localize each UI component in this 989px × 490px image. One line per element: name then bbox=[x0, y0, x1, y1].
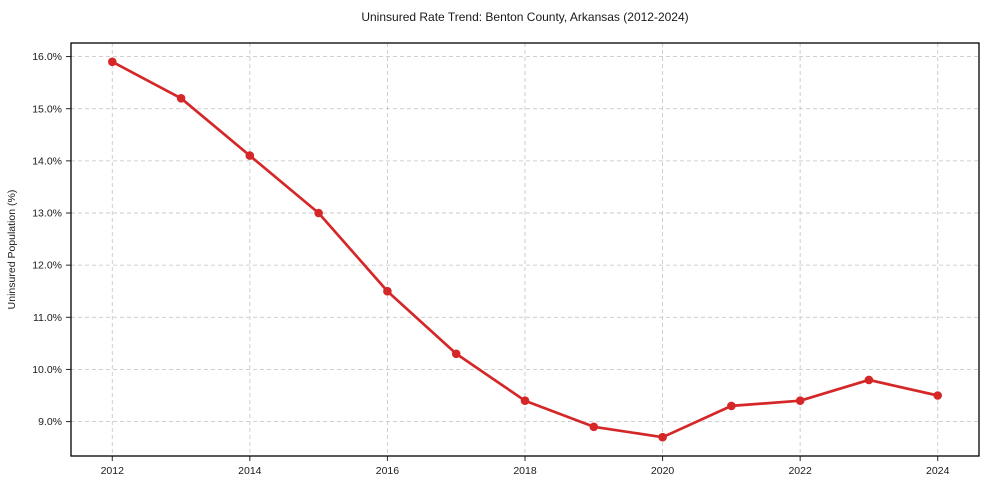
x-tick-label: 2014 bbox=[238, 465, 262, 477]
data-point-2020 bbox=[658, 432, 667, 442]
data-point-2024 bbox=[933, 391, 942, 400]
x-tick-label: 2018 bbox=[513, 465, 537, 477]
gridlines bbox=[71, 43, 979, 456]
data-point-2018 bbox=[520, 396, 530, 406]
y-tick-label: 14.0% bbox=[32, 155, 62, 167]
data-point-2012 bbox=[108, 57, 117, 67]
y-tick-label: 13.0% bbox=[32, 208, 62, 220]
y-tick-label: 9.0% bbox=[38, 416, 62, 428]
x-tick-label: 2012 bbox=[101, 465, 125, 477]
data-point-2014 bbox=[245, 151, 255, 160]
x-tick-labels: 2012 2014 2016 2018 2020 2022 2024 bbox=[101, 465, 950, 477]
chart-title: Uninsured Rate Trend: Benton County, Ark… bbox=[361, 10, 688, 24]
y-tick-label: 10.0% bbox=[32, 364, 62, 376]
y-tick-label: 15.0% bbox=[32, 103, 62, 115]
data-point-2022 bbox=[795, 396, 805, 406]
axis-tick-marks bbox=[66, 56, 939, 461]
data-point-2013 bbox=[176, 94, 186, 103]
x-tick-label: 2016 bbox=[376, 465, 400, 477]
x-tick-label: 2022 bbox=[788, 465, 812, 477]
y-tick-label: 12.0% bbox=[32, 260, 62, 272]
data-point-2016 bbox=[383, 286, 392, 296]
y-tick-label: 16.0% bbox=[32, 51, 62, 63]
data-point-2017 bbox=[451, 349, 461, 359]
data-point-2015 bbox=[314, 208, 323, 218]
y-axis-title: Uninsured Population (%) bbox=[6, 190, 18, 310]
data-point-2023 bbox=[864, 375, 874, 385]
y-tick-label: 11.0% bbox=[33, 312, 62, 324]
data-point-2021 bbox=[727, 401, 736, 411]
x-tick-label: 2024 bbox=[926, 465, 950, 477]
data-point-markers bbox=[108, 57, 942, 442]
x-tick-label: 2020 bbox=[651, 465, 675, 477]
y-tick-labels: 9.0% 10.0% 11.0% 12.0% 13.0% 14.0% 15.0% 16.0% bbox=[32, 51, 62, 428]
data-point-2019 bbox=[589, 422, 599, 432]
plot-border bbox=[70, 42, 980, 457]
